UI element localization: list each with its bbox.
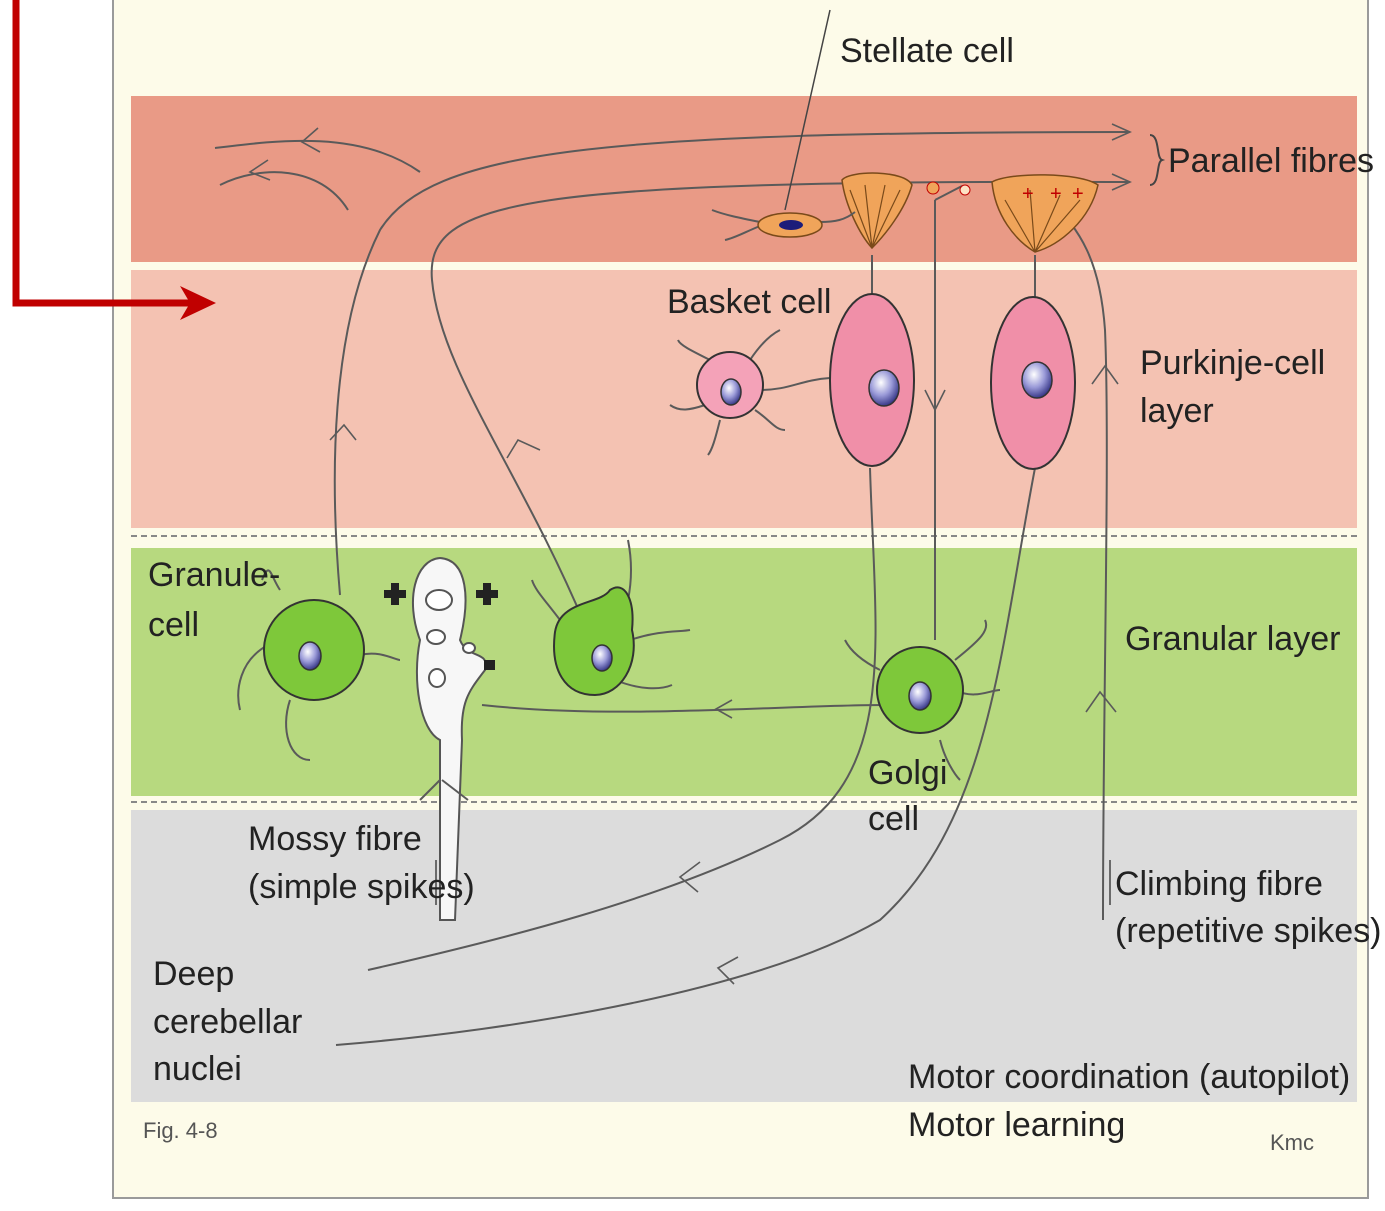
golgi-cell [844,619,1001,781]
basket-cell [669,329,831,456]
molecular-layer [131,96,1357,262]
golgi-axon [481,704,886,713]
motor-coordination-label: Motor coordination (autopilot) [908,1058,1350,1096]
granule-cell [237,569,401,761]
plus-sign-icon [384,583,406,605]
arrowhead-icon [1111,123,1132,141]
motor-learning-label: Motor learning [908,1106,1125,1144]
minus-sign-icon [484,660,495,670]
granule-axon [430,180,1131,626]
granule-axon [333,131,1131,596]
parallel-fibres-label: Parallel fibres [1168,142,1374,180]
granule-label-line2: cell [148,606,199,644]
granule-cell [531,539,691,697]
mossy-label-line2: (simple spikes) [248,868,475,906]
climbing-label-line1: Climbing fibre [1115,865,1323,903]
svg-text:+: + [1072,183,1084,205]
climbing-fibre [1049,199,1108,921]
purkinje-dendrite-tree [841,172,913,250]
stellate-cell-label: Stellate cell [840,32,1014,70]
synapse-markers [926,181,971,196]
svg-text:+: + [1022,183,1034,205]
parallel-fibre [219,171,349,211]
arrowhead-icon [1085,690,1117,713]
purkinje-cell [829,255,915,467]
golgi-label-line2: cell [868,800,919,838]
arrowhead-icon [1091,364,1119,385]
purkinje-dendrite-tree: + + + [991,174,1099,253]
deep-nuclei-label-line2: cerebellar [153,1003,302,1041]
deep-nuclei-label-line1: Deep [153,955,234,993]
granule-label-line1: Granule- [148,556,280,594]
climbing-label-line2: (repetitive spikes) [1115,912,1381,950]
arrowhead-icon [924,389,946,412]
purkinje-label-line2: layer [1140,392,1214,430]
figure-number: Fig. 4-8 [143,1118,218,1143]
golgi-dendrite [934,185,963,201]
arrowhead-icon [300,127,321,153]
arrowhead-icon [716,956,739,985]
mossy-fibre [412,556,487,921]
arrowhead-icon [329,423,357,441]
author-credit: Kmc [1270,1130,1314,1155]
arrowhead-icon [678,861,701,893]
arrowhead-icon [1111,173,1132,191]
stellate-cell [711,209,856,241]
deep-nuclei-label-line3: nuclei [153,1050,242,1088]
arrowhead-icon [248,159,271,181]
plus-sign-icon [476,583,498,605]
purkinje-axon [367,467,877,971]
purkinje-axon [335,467,1036,1046]
arrowhead-icon [506,438,541,459]
white-matter [131,810,1357,1102]
parallel-fibre [214,139,421,173]
arrowhead-icon [714,699,733,719]
basket-cell-label: Basket cell [667,283,831,321]
golgi-label-line1: Golgi [868,754,947,792]
purkinje-label-line1: Purkinje-cell [1140,344,1325,382]
pointer-arrow-icon [12,0,216,320]
purkinje-cell [990,255,1076,470]
granular-layer-label: Granular layer [1125,620,1340,658]
leader-line [784,9,831,211]
mossy-label-line1: Mossy fibre [248,820,422,858]
svg-text:+: + [1050,183,1062,205]
brace [1149,134,1166,186]
